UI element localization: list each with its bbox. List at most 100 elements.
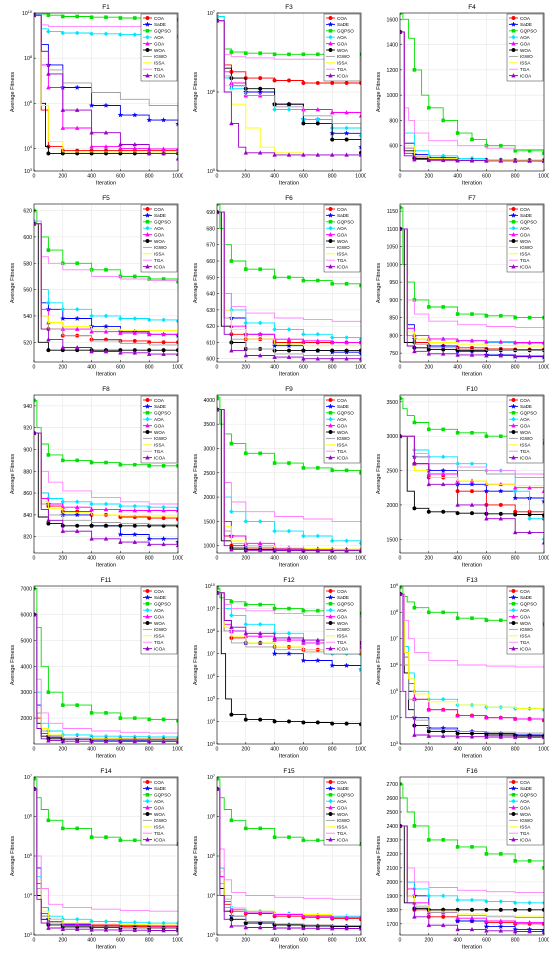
legend-label: IGWO <box>337 818 350 823</box>
legend-marker <box>145 73 150 78</box>
marker-gqpso <box>133 462 137 467</box>
legend-item-icoa: ICOA <box>143 455 166 460</box>
marker-goa <box>89 144 94 149</box>
marker-goa <box>512 339 518 345</box>
y-tick-label: 104 <box>207 892 215 899</box>
legend-label: ICOA <box>154 73 166 78</box>
x-tick-label: 400 <box>270 747 279 753</box>
legend-item-tga: TGA <box>326 67 347 72</box>
legend-marker <box>511 232 516 237</box>
legend-label: GOA <box>337 232 348 237</box>
y-axis: 2000 3000 4000 5000 6000 7000 <box>20 587 36 722</box>
legend-item-aoa: AOA <box>326 225 348 231</box>
y-axis-label: Average Fitness <box>376 263 382 304</box>
series-group <box>400 396 544 545</box>
legend-marker <box>145 225 150 231</box>
series-line-woa <box>217 20 361 153</box>
marker-sade <box>286 650 292 657</box>
marker-gqpso <box>133 274 137 279</box>
series-group <box>34 208 178 356</box>
marker-goa <box>175 146 178 152</box>
y-tick-label: 106 <box>207 673 215 680</box>
series-group <box>400 205 544 360</box>
legend-item-goa: GOA <box>326 614 348 619</box>
legend-label: IGWO <box>154 436 167 441</box>
y-tick-label: 1010 <box>205 583 215 590</box>
legend-label: TGA <box>154 67 164 72</box>
legend-label: SaDE <box>337 595 349 600</box>
chart-f15: F15 103 104 105 106 107 0 200 400 600 800 1000 Itera… <box>193 768 366 951</box>
marker-sade <box>175 121 178 127</box>
series-igwo <box>217 20 361 132</box>
y-tick-label: 3000 <box>20 690 32 696</box>
marker-icoa <box>89 536 94 541</box>
marker-woa <box>315 348 320 353</box>
chart-title: F16 <box>466 768 478 775</box>
legend-marker <box>145 811 150 817</box>
legend-marker <box>328 264 333 269</box>
x-axis-label: Iteration <box>96 754 116 760</box>
marker-goa <box>541 488 544 493</box>
series-goa <box>34 221 178 337</box>
y-tick-label: 660 <box>206 259 215 265</box>
x-axis: 0 200 400 600 800 1000 <box>399 551 549 562</box>
marker-woa <box>441 509 446 514</box>
marker-icoa <box>315 548 321 553</box>
legend-label: AOA <box>337 35 348 40</box>
legend-item-gqpso: GQPSO <box>326 602 354 607</box>
marker-woa <box>258 86 263 91</box>
series-line-tga <box>217 409 361 523</box>
marker-aoa <box>344 538 349 544</box>
marker-icoa <box>229 547 234 552</box>
legend-label: GOA <box>337 614 348 619</box>
legend-label: GQPSO <box>520 29 537 34</box>
marker-aoa <box>74 30 80 36</box>
legend-item-issa: ISSA <box>143 61 165 66</box>
marker-icoa <box>512 353 518 358</box>
chart-title: F14 <box>100 768 112 775</box>
legend-item-goa: GOA <box>326 423 348 428</box>
legend-item-issa: ISSA <box>326 634 348 639</box>
marker-goa <box>132 507 138 513</box>
x-tick-label: 600 <box>116 747 125 753</box>
marker-icoa <box>541 158 544 163</box>
y-tick-label: 600 <box>389 144 398 150</box>
marker-aoa <box>103 31 109 37</box>
marker-icoa <box>315 637 321 642</box>
series-group <box>217 14 361 157</box>
legend-marker <box>511 206 516 212</box>
legend-label: SaDE <box>520 213 532 218</box>
legend-item-coa: COA <box>326 16 348 21</box>
legend-marker <box>328 41 333 46</box>
x-tick-label: 600 <box>116 556 125 562</box>
legend-item-goa: GOA <box>143 614 165 619</box>
marker-icoa <box>286 152 292 157</box>
marker-gqpso <box>133 716 137 720</box>
legend-label: WOA <box>154 48 166 53</box>
legend-label: SaDE <box>337 213 349 218</box>
legend-label: AOA <box>154 799 165 804</box>
x-axis-label: Iteration <box>462 372 482 378</box>
x-tick-label: 800 <box>511 747 520 753</box>
marker-icoa <box>217 407 220 412</box>
marker-woa <box>441 729 446 734</box>
marker-woa <box>161 348 166 353</box>
legend-marker <box>511 588 516 594</box>
y-axis: 1000 1500 2000 2500 3000 3500 4000 <box>203 398 219 550</box>
x-axis: 0 200 400 600 800 1000 <box>33 169 183 180</box>
legend-label: GQPSO <box>154 602 171 607</box>
legend-marker <box>145 423 150 428</box>
x-tick-label: 0 <box>216 938 219 944</box>
marker-icoa <box>132 539 138 544</box>
chart-title: F15 <box>283 768 295 775</box>
legend-marker <box>511 220 516 224</box>
x-tick-label: 0 <box>33 365 36 371</box>
marker-sade <box>103 323 109 329</box>
marker-goa <box>315 338 321 343</box>
marker-goa <box>118 330 123 335</box>
y-axis-label: Average Fitness <box>376 454 382 495</box>
legend-marker <box>328 225 333 231</box>
x-tick-label: 200 <box>58 938 67 944</box>
marker-goa <box>161 146 166 151</box>
